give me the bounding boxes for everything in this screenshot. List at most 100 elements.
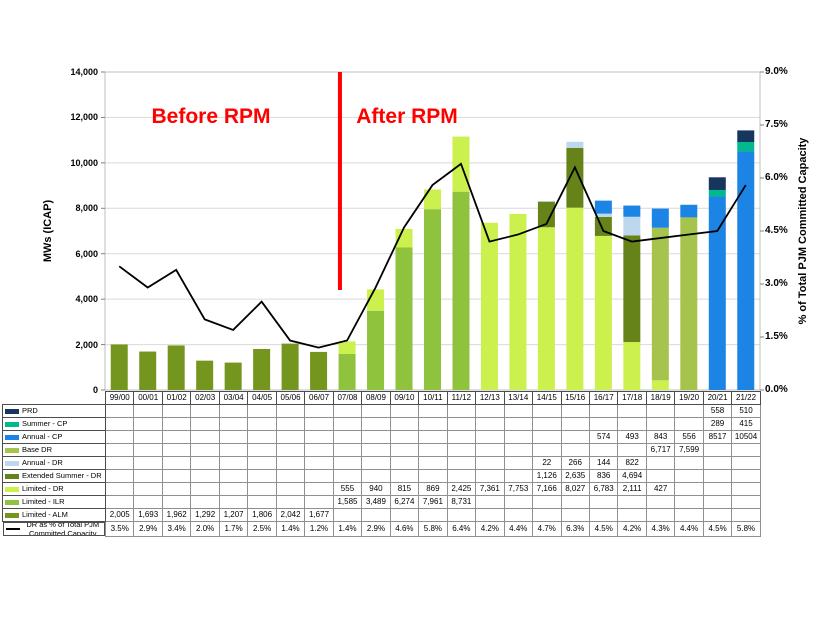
value-cell (133, 443, 163, 457)
value-cell (532, 417, 562, 431)
value-cell (389, 443, 420, 457)
table-row: Limited - ILR 1,585 3,489 6,274 7,961 8,731 (2, 495, 761, 509)
value-cell (475, 495, 505, 509)
value-cell (332, 417, 363, 431)
table-row: Limited - ALM 2,005 1,693 1,962 1,292 1,207 1,… (2, 508, 761, 522)
value-cell (218, 495, 249, 509)
table-row: Base DR 6,717 7,599 (2, 443, 761, 457)
value-cell: 558 (702, 404, 733, 418)
table-row-percent: DR as % of Total PJM Committed Capacity 3… (2, 521, 761, 537)
percent-cell: 1.7% (218, 521, 249, 537)
legend-label: Limited - ILR (22, 497, 65, 507)
bar-segment (110, 344, 128, 390)
value-cell (446, 443, 477, 457)
legend-label-cell: Extended Summer - DR (2, 469, 106, 483)
value-cell: 2,425 (446, 482, 477, 496)
value-cell (446, 404, 477, 418)
legend-label: Annual - CP (22, 432, 63, 442)
value-cell (702, 508, 733, 522)
legend-label-cell: DR as % of Total PJM Committed Capacity (2, 522, 105, 536)
value-cell: 815 (389, 482, 420, 496)
value-cell (560, 508, 590, 522)
value-cell: 1,693 (133, 508, 163, 522)
value-cell (588, 495, 619, 509)
legend-swatch (5, 512, 19, 518)
value-cell: 836 (588, 469, 619, 483)
value-cell (731, 495, 761, 509)
value-cell (475, 508, 505, 522)
value-cell (161, 482, 192, 496)
value-cell (503, 469, 534, 483)
value-cell: 843 (645, 430, 676, 444)
legend-label-cell: Annual - CP (2, 430, 106, 444)
value-cell (190, 495, 220, 509)
legend-swatch (5, 499, 19, 505)
percent-cell: 1.4% (275, 521, 306, 537)
value-cell: 415 (731, 417, 761, 431)
bar-segment (139, 351, 157, 390)
value-cell: 7,753 (503, 482, 534, 496)
percent-cell: 2.0% (190, 521, 220, 537)
value-cell: 22 (532, 456, 562, 470)
table-row: Annual - CP 574 493 843 556 8517 10504 (2, 430, 761, 444)
value-cell (389, 404, 420, 418)
value-cell (104, 417, 135, 431)
bar-segment (651, 227, 669, 381)
year-header-cell: 06/07 (304, 391, 334, 405)
value-cell (503, 417, 534, 431)
value-cell (674, 508, 704, 522)
value-cell (560, 430, 590, 444)
value-cell: 266 (560, 456, 590, 470)
value-cell (674, 456, 704, 470)
value-cell (190, 417, 220, 431)
value-cell (617, 443, 647, 457)
value-cell (247, 495, 277, 509)
left-axis-tick: 0 (92, 385, 98, 395)
value-cell: 556 (674, 430, 704, 444)
value-cell (361, 404, 391, 418)
value-cell: 2,635 (560, 469, 590, 483)
value-cell (617, 495, 647, 509)
legend-label: PRD (22, 406, 38, 416)
value-cell: 1,126 (532, 469, 562, 483)
value-cell: 1,677 (304, 508, 334, 522)
value-cell (247, 482, 277, 496)
value-cell: 574 (588, 430, 619, 444)
right-axis-tick: 0.0% (765, 384, 788, 395)
bar-segment (566, 147, 584, 208)
right-axis-tick: 1.5% (765, 331, 788, 342)
value-cell: 2,042 (275, 508, 306, 522)
value-cell (218, 443, 249, 457)
left-axis-tick: 8,000 (75, 203, 98, 214)
bar-segment (623, 216, 641, 236)
value-cell (247, 443, 277, 457)
bar-segment (737, 130, 755, 142)
value-cell (475, 417, 505, 431)
value-cell (332, 456, 363, 470)
bar-segment (452, 191, 470, 390)
bar-segment (680, 204, 698, 218)
legend-swatch (5, 408, 19, 414)
legend-swatch (5, 421, 19, 427)
value-cell (332, 443, 363, 457)
value-cell (617, 508, 647, 522)
value-cell (104, 430, 135, 444)
left-axis-tick: 12,000 (70, 112, 98, 123)
value-cell (645, 469, 676, 483)
value-cell (560, 443, 590, 457)
value-cell (104, 482, 135, 496)
value-cell (133, 469, 163, 483)
value-cell (133, 495, 163, 509)
value-cell (161, 469, 192, 483)
right-axis-tick: 6.0% (765, 172, 788, 183)
value-cell (475, 443, 505, 457)
left-axis-tick: 14,000 (70, 67, 98, 77)
value-cell (161, 404, 192, 418)
value-cell (247, 469, 277, 483)
bar-segment (737, 151, 755, 390)
value-cell (731, 469, 761, 483)
value-cell (161, 430, 192, 444)
value-cell (218, 456, 249, 470)
legend-swatch (5, 447, 19, 453)
bar-segment (253, 348, 271, 390)
